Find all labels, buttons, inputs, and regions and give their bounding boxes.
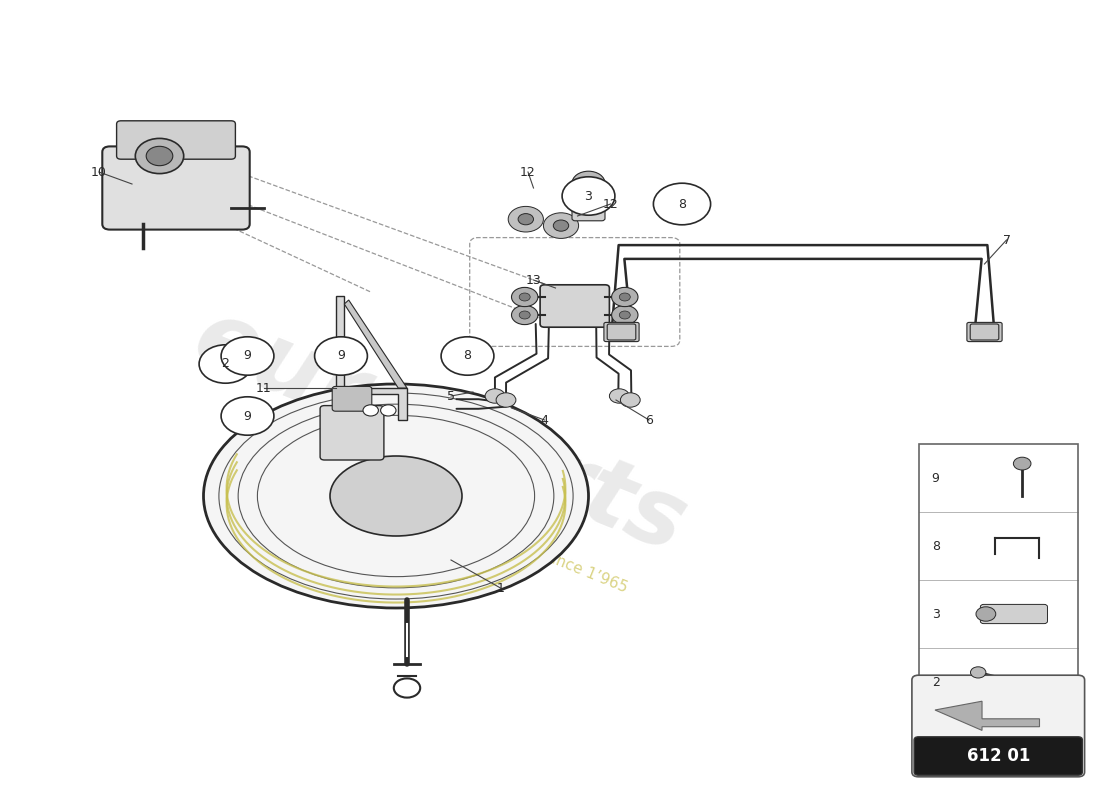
- FancyBboxPatch shape: [572, 186, 605, 221]
- Ellipse shape: [204, 384, 588, 608]
- Circle shape: [363, 405, 378, 416]
- Text: 8: 8: [678, 198, 686, 210]
- Text: 5: 5: [447, 390, 455, 402]
- FancyBboxPatch shape: [970, 324, 999, 340]
- Circle shape: [146, 146, 173, 166]
- Circle shape: [519, 311, 530, 319]
- Circle shape: [612, 306, 638, 325]
- Text: 12: 12: [520, 166, 536, 178]
- Circle shape: [562, 177, 615, 215]
- Text: 10: 10: [91, 166, 107, 178]
- Text: 4: 4: [540, 414, 549, 426]
- Circle shape: [508, 206, 543, 232]
- FancyBboxPatch shape: [117, 121, 235, 159]
- FancyBboxPatch shape: [604, 322, 639, 342]
- Text: 13: 13: [526, 274, 541, 286]
- Polygon shape: [344, 300, 407, 388]
- Circle shape: [653, 183, 711, 225]
- FancyBboxPatch shape: [914, 737, 1082, 775]
- Polygon shape: [336, 296, 407, 420]
- Circle shape: [1013, 458, 1031, 470]
- Circle shape: [519, 293, 530, 301]
- Text: 9: 9: [932, 471, 939, 485]
- Ellipse shape: [330, 456, 462, 536]
- Polygon shape: [935, 701, 1040, 730]
- Text: 2: 2: [932, 675, 939, 689]
- Circle shape: [619, 293, 630, 301]
- Circle shape: [381, 405, 396, 416]
- Circle shape: [441, 337, 494, 375]
- Circle shape: [612, 287, 638, 306]
- Text: 8: 8: [463, 350, 472, 362]
- Circle shape: [485, 389, 505, 403]
- FancyBboxPatch shape: [540, 285, 609, 327]
- Circle shape: [221, 337, 274, 375]
- FancyBboxPatch shape: [912, 675, 1085, 777]
- Text: 12: 12: [603, 198, 618, 210]
- Circle shape: [572, 171, 605, 195]
- Text: europarts: europarts: [180, 291, 700, 573]
- Text: 8: 8: [932, 539, 939, 553]
- Circle shape: [199, 345, 252, 383]
- Circle shape: [518, 214, 534, 225]
- Circle shape: [496, 393, 516, 407]
- FancyBboxPatch shape: [607, 324, 636, 340]
- Circle shape: [619, 311, 630, 319]
- Circle shape: [512, 306, 538, 325]
- Text: 3: 3: [584, 190, 593, 202]
- Circle shape: [553, 220, 569, 231]
- Circle shape: [970, 666, 986, 678]
- Text: 9: 9: [243, 350, 252, 362]
- Circle shape: [976, 606, 996, 621]
- Text: 9: 9: [243, 410, 252, 422]
- Text: 1: 1: [496, 582, 505, 594]
- Circle shape: [620, 393, 640, 407]
- FancyBboxPatch shape: [980, 605, 1047, 624]
- FancyBboxPatch shape: [102, 146, 250, 230]
- FancyBboxPatch shape: [332, 386, 372, 411]
- Text: 6: 6: [645, 414, 653, 426]
- Text: 9: 9: [337, 350, 345, 362]
- Text: 2: 2: [221, 358, 230, 370]
- Text: 11: 11: [256, 382, 272, 394]
- Text: 612 01: 612 01: [967, 747, 1030, 765]
- FancyBboxPatch shape: [967, 322, 1002, 342]
- Text: 3: 3: [932, 607, 939, 621]
- Circle shape: [543, 213, 579, 238]
- Text: 7: 7: [1002, 234, 1011, 246]
- Text: a passion for parts since 1’965: a passion for parts since 1’965: [405, 493, 629, 595]
- Circle shape: [394, 678, 420, 698]
- Circle shape: [609, 389, 629, 403]
- Circle shape: [221, 397, 274, 435]
- Circle shape: [315, 337, 367, 375]
- Circle shape: [512, 287, 538, 306]
- FancyBboxPatch shape: [320, 406, 384, 460]
- Circle shape: [135, 138, 184, 174]
